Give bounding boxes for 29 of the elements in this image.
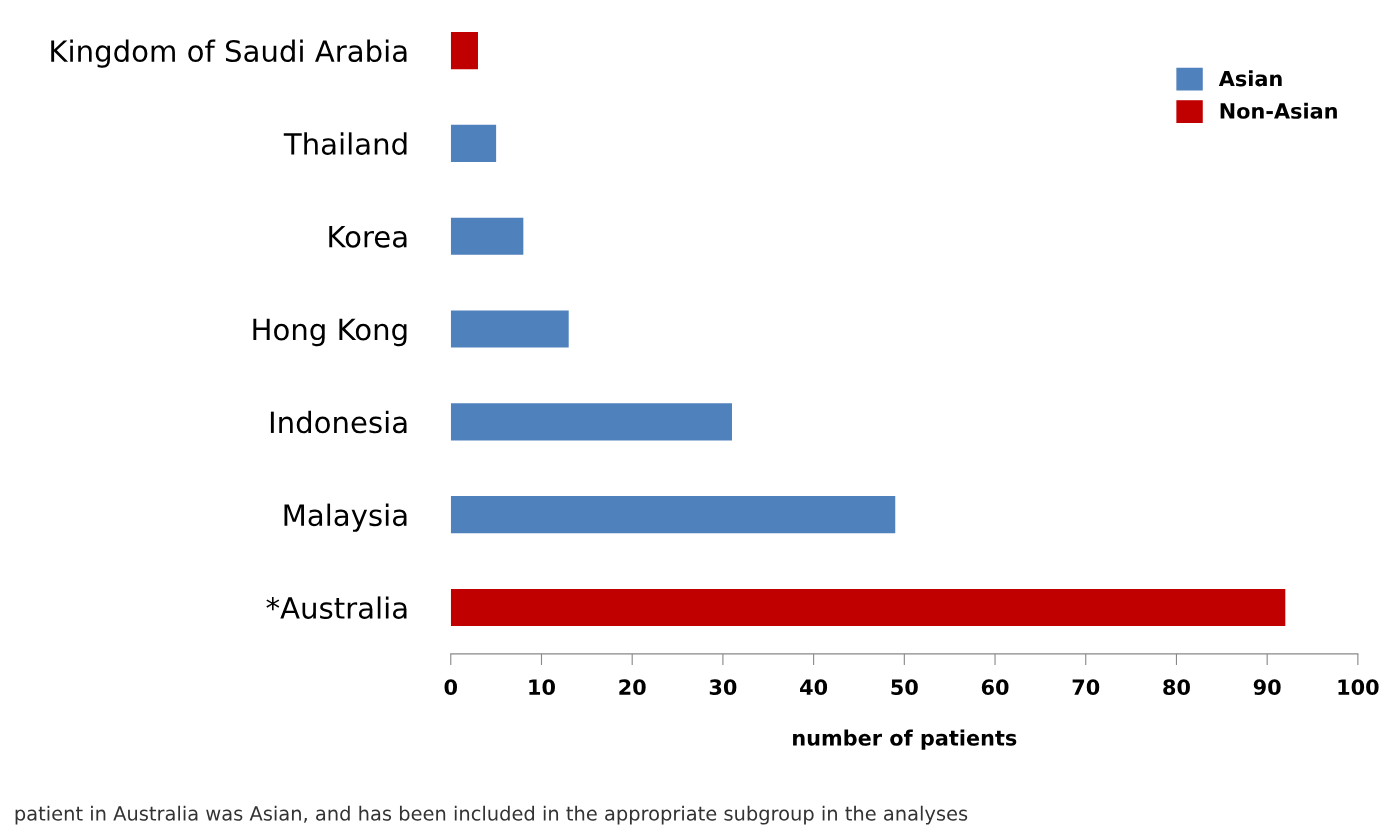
y-tick-label: Indonesia	[270, 410, 407, 434]
bar	[450, 124, 497, 162]
y-tick-label: Malaysia	[284, 503, 407, 532]
legend-label: Asian	[1218, 70, 1282, 87]
bar	[450, 403, 732, 441]
x-tick-label: 20	[619, 679, 646, 696]
x-tick-label: 80	[1163, 679, 1190, 696]
x-tick-label: 40	[800, 679, 828, 696]
bar	[450, 32, 478, 70]
bar	[450, 496, 896, 534]
x-tick-label: 10	[529, 679, 555, 696]
x-tick-label: 30	[709, 679, 737, 696]
x-tick-label: 100	[1338, 679, 1379, 696]
bar	[450, 217, 524, 255]
x-tick-label: 60	[981, 679, 1009, 696]
x-tick-label: 0	[444, 679, 458, 696]
bar	[450, 588, 1286, 627]
x-axis-title: number of patients	[793, 729, 1017, 750]
y-tick-label: *Australia	[266, 596, 407, 619]
bar	[450, 310, 569, 348]
y-tick-label: Kingdom of Saudi Arabia	[51, 39, 407, 68]
x-tick-label: 90	[1253, 679, 1281, 696]
y-tick-label: Korea	[329, 226, 407, 248]
x-tick-label: 70	[1072, 679, 1100, 696]
x-tick-label: 50	[891, 679, 918, 696]
y-tick-label: Thailand	[283, 132, 407, 155]
legend-label: Non-Asian	[1220, 102, 1337, 119]
y-tick-label: Hong Kong	[253, 318, 407, 347]
text: patient in Australia was Asian, and has been included in the appropriate subgroup in the analyses	[15, 805, 968, 825]
